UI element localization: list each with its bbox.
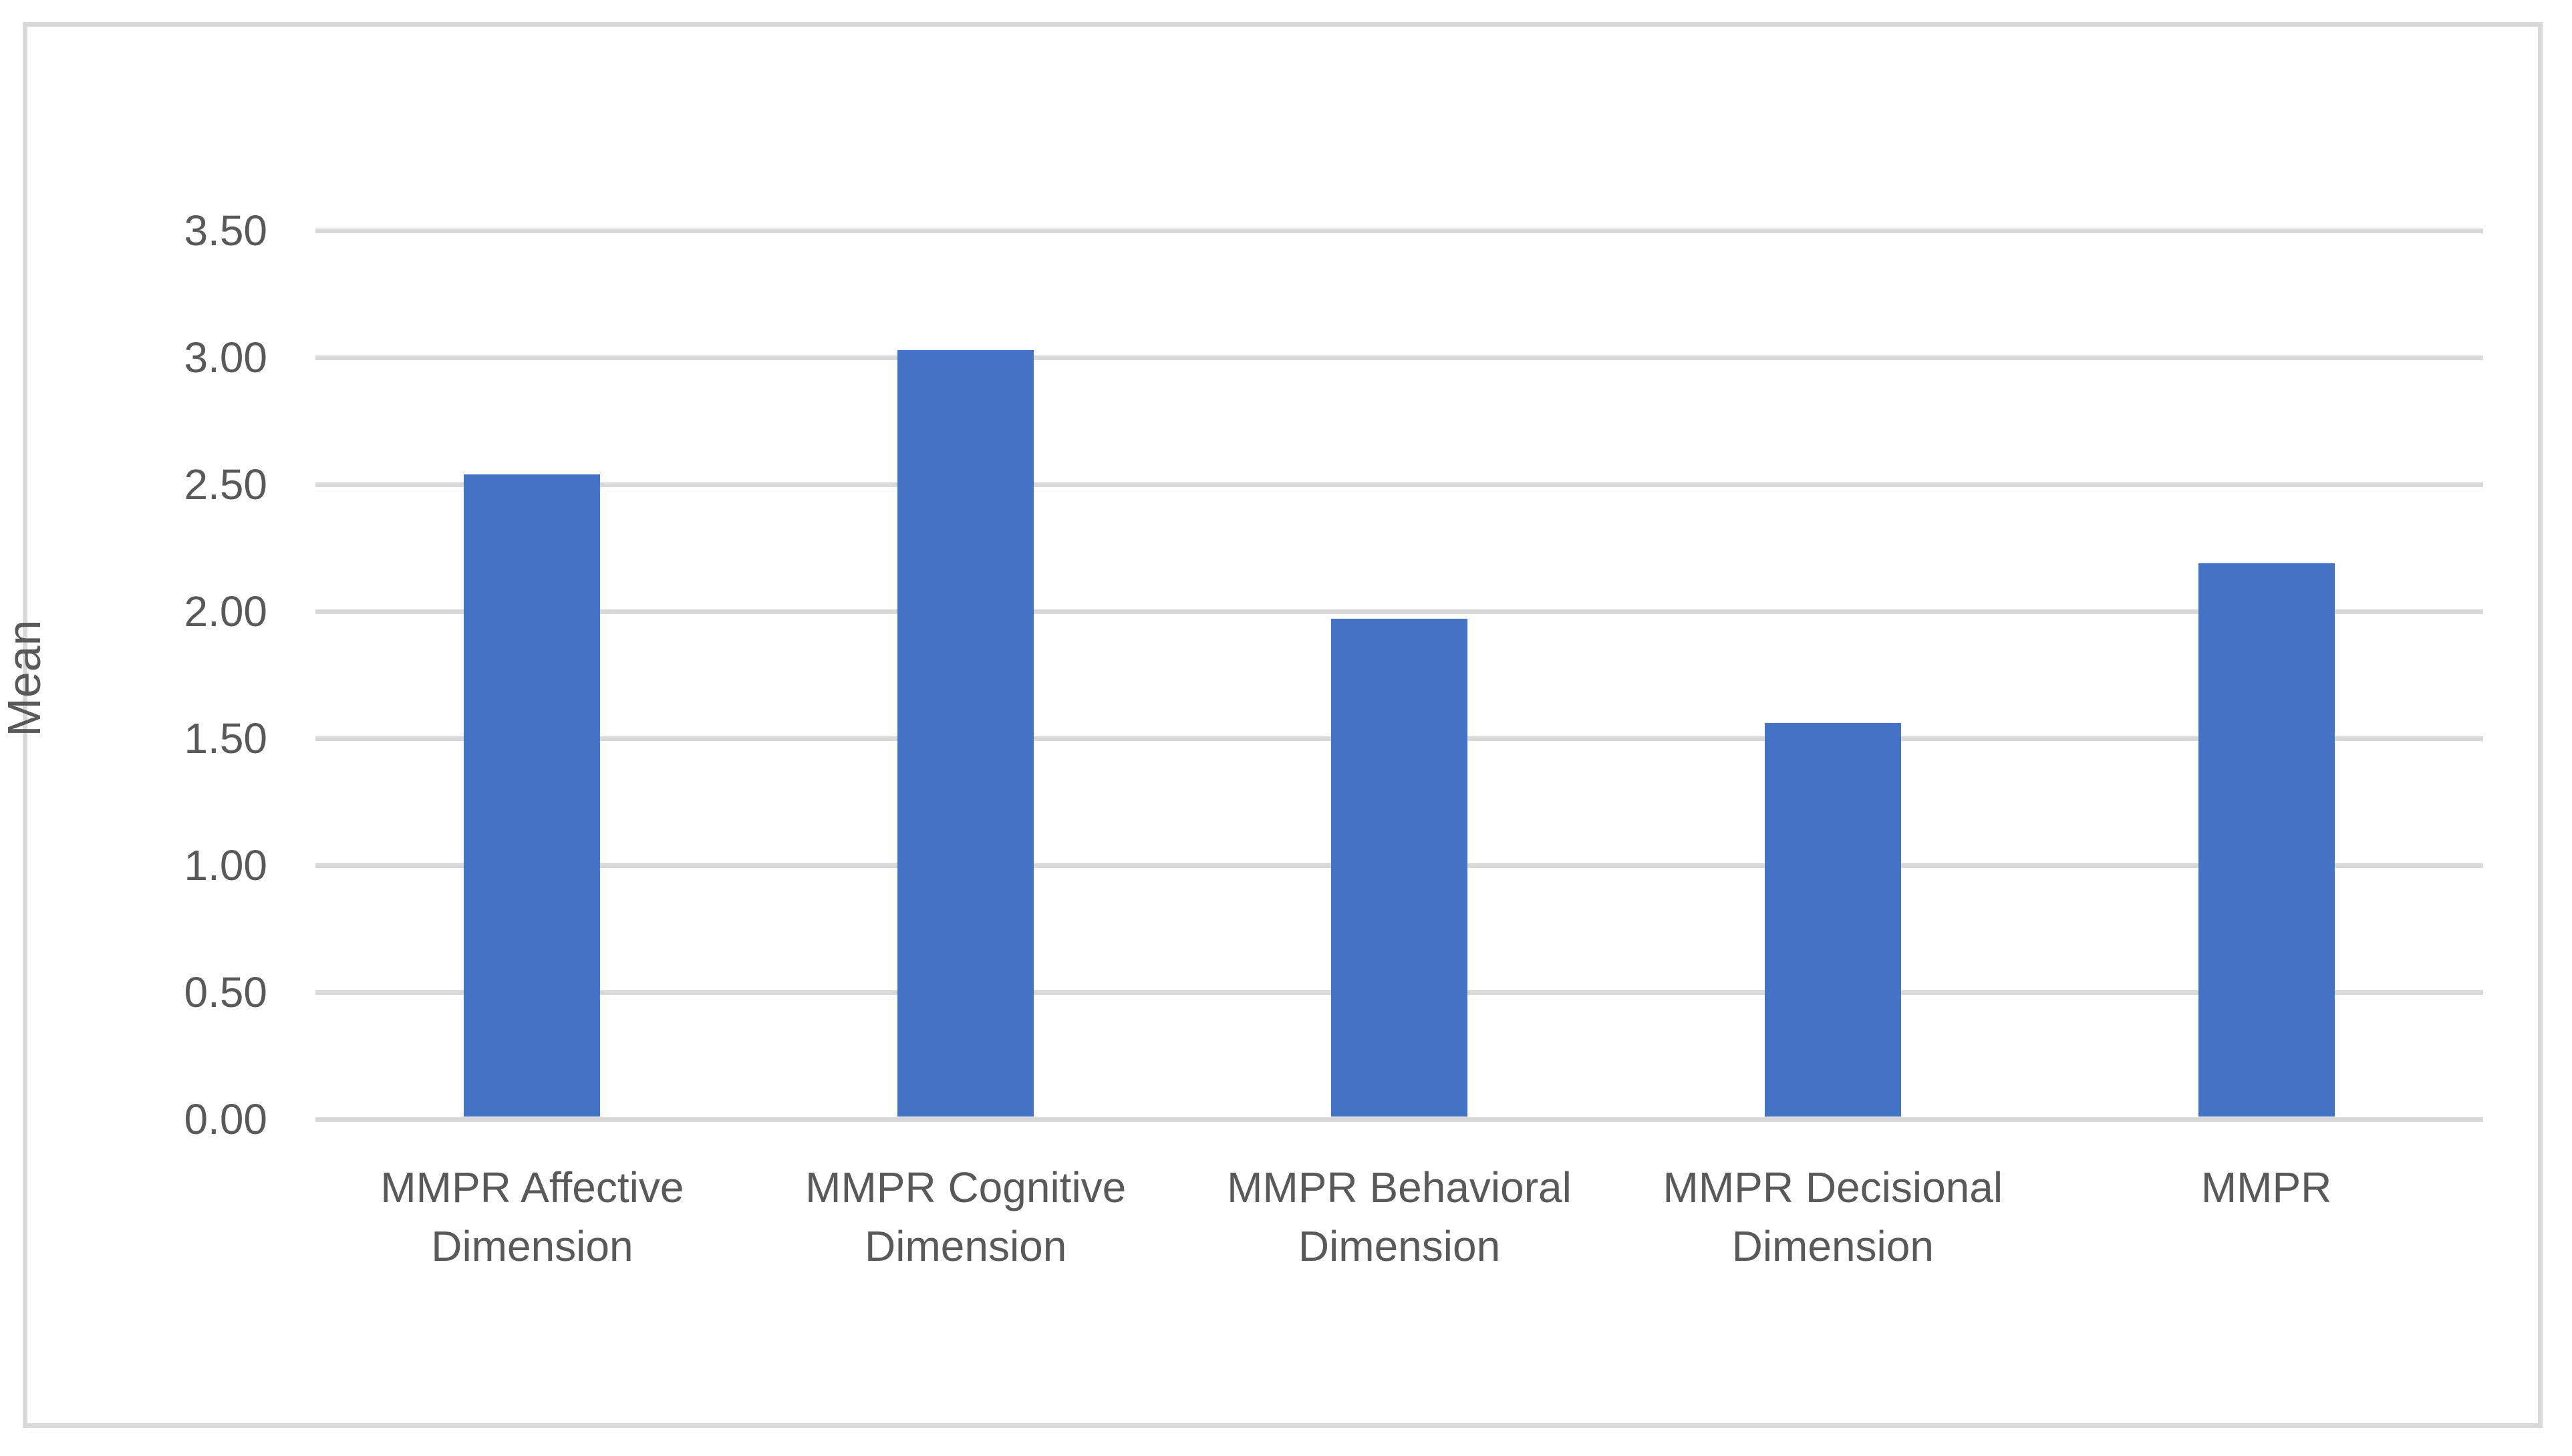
- bar: [1331, 619, 1467, 1117]
- y-axis-tick-label: 1.00: [184, 841, 267, 889]
- bar: [1764, 723, 1901, 1117]
- x-axis-category-label: MMPR Affective Dimension: [380, 1163, 684, 1270]
- y-axis-tick-label: 0.00: [184, 1095, 267, 1143]
- bar: [464, 474, 601, 1117]
- y-axis-tick-label: 3.50: [184, 206, 267, 255]
- gridline: [315, 355, 2483, 360]
- gridline: [315, 228, 2483, 233]
- x-axis-category-label: MMPR Behavioral Dimension: [1227, 1163, 1572, 1270]
- x-axis-category-label: MMPR Cognitive Dimension: [805, 1163, 1127, 1270]
- y-axis-tick-label: 2.50: [184, 460, 267, 508]
- y-axis-tick-label: 3.00: [184, 333, 267, 382]
- x-axis-category-label: MMPR Decisional Dimension: [1663, 1163, 2003, 1270]
- y-axis-title: Mean: [0, 619, 50, 737]
- y-axis-tick-label: 2.00: [184, 587, 267, 635]
- bar: [897, 349, 1034, 1117]
- bar: [2198, 563, 2335, 1117]
- x-axis-line: [315, 1117, 2483, 1122]
- y-axis-tick-label: 0.50: [184, 968, 267, 1016]
- y-axis-tick-label: 1.50: [184, 714, 267, 762]
- figure-border: [23, 22, 2543, 1428]
- x-axis-category-label: MMPR: [2200, 1163, 2332, 1211]
- gridline: [315, 609, 2483, 614]
- gridline: [315, 482, 2483, 487]
